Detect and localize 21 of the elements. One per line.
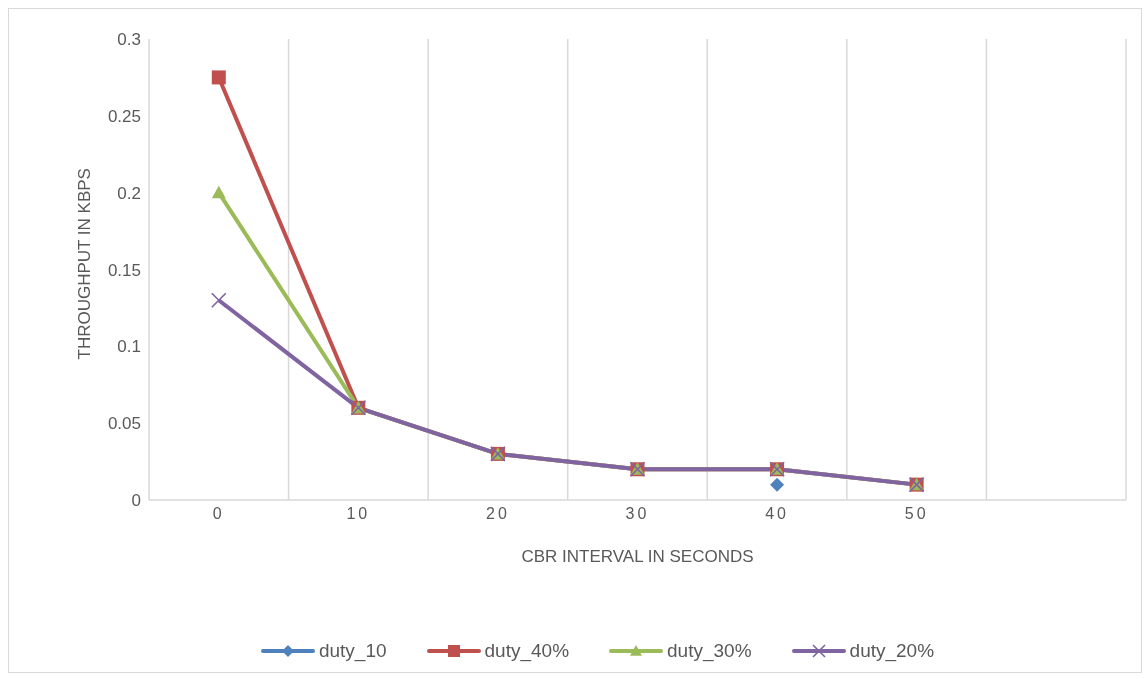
x-tick-label: 30 bbox=[625, 505, 650, 523]
legend-label: duty_40% bbox=[484, 640, 570, 662]
legend-label: duty_20% bbox=[849, 640, 935, 662]
point bbox=[770, 477, 785, 492]
x-tick-label: 50 bbox=[904, 505, 929, 523]
y-tick-label: 0.05 bbox=[107, 414, 141, 434]
y-tick-label: 0.1 bbox=[117, 337, 141, 357]
y-tick-label: 0.2 bbox=[117, 183, 141, 203]
x-tick-label: 20 bbox=[486, 505, 510, 523]
point bbox=[210, 292, 227, 309]
x-tick-label: 0 bbox=[212, 505, 225, 523]
x-tick-label: 10 bbox=[346, 505, 371, 523]
legend-label: duty_10 bbox=[318, 640, 387, 662]
y-tick-label: 0.25 bbox=[107, 106, 141, 126]
y-tick-label: 0.3 bbox=[117, 30, 141, 50]
point bbox=[211, 185, 226, 199]
legend-label: duty_30% bbox=[667, 640, 752, 662]
y-tick-label: 0.15 bbox=[107, 260, 141, 280]
x-axis-title: CBR INTERVAL IN SECONDS bbox=[521, 547, 754, 566]
y-axis-title: THROUGHPUT IN KBPS bbox=[75, 168, 95, 360]
x-tick-label: 40 bbox=[765, 505, 789, 523]
